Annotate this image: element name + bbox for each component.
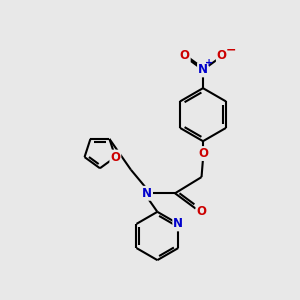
Text: N: N [142,187,152,200]
Text: O: O [217,49,227,62]
Text: N: N [198,63,208,76]
Text: O: O [196,205,206,218]
Text: O: O [110,151,120,164]
Text: O: O [198,147,208,160]
Text: N: N [173,218,183,230]
Text: −: − [225,44,236,56]
Text: +: + [206,58,214,68]
Text: O: O [180,49,190,62]
